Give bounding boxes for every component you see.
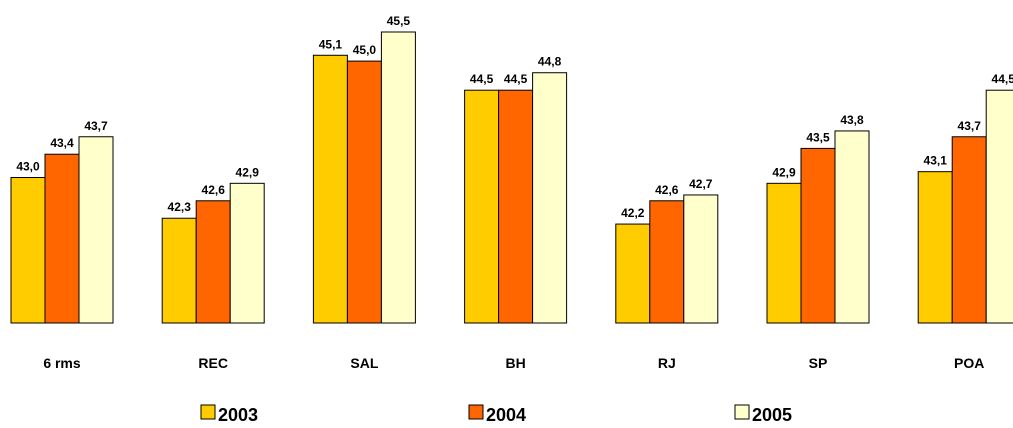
legend-swatch-2005 (734, 404, 750, 420)
legend-label-2005: 2005 (752, 405, 792, 425)
value-label-2005-0: 43,7 (84, 119, 108, 133)
category-label-1: REC (198, 355, 228, 371)
category-label-5: SP (809, 355, 828, 371)
bar-2005-1 (229, 182, 265, 324)
value-label-2004-5: 43,5 (806, 130, 830, 144)
value-label-2003-0: 43,0 (16, 160, 40, 174)
value-label-2005-6: 44,5 (992, 72, 1013, 86)
bar-2005-5 (834, 130, 870, 324)
bar-2004-3 (498, 89, 534, 324)
bar-2004-4 (649, 200, 685, 324)
bar-2003-2 (312, 54, 348, 324)
category-label-2: SAL (350, 355, 378, 371)
legend-label-2003: 2003 (218, 405, 258, 425)
bars-layer (10, 31, 1013, 324)
value-label-2003-3: 44,5 (470, 72, 494, 86)
value-label-2004-6: 43,7 (958, 119, 982, 133)
value-label-2005-1: 42,9 (236, 165, 260, 179)
value-label-2003-6: 43,1 (924, 154, 948, 168)
value-label-2004-0: 43,4 (50, 136, 74, 150)
value-labels-layer: 43,0 43,4 43,7 42,3 42,6 42,9 45,1 45,0 45,5 44,5… (16, 14, 1013, 220)
bar-2005-4 (683, 194, 719, 324)
value-label-2005-2: 45,5 (387, 14, 411, 28)
value-label-2004-1: 42,6 (202, 183, 226, 197)
bar-2004-5 (800, 147, 836, 324)
bar-2004-2 (346, 60, 382, 324)
legend-label-2004: 2004 (486, 405, 526, 425)
category-label-4: RJ (658, 355, 676, 371)
value-label-2003-5: 42,9 (772, 165, 796, 179)
bar-2003-1 (161, 217, 197, 324)
value-label-2004-2: 45,0 (353, 43, 377, 57)
category-label-3: BH (505, 355, 525, 371)
bar-2003-3 (464, 89, 500, 324)
value-label-2004-3: 44,5 (504, 72, 528, 86)
bar-2005-3 (532, 72, 568, 324)
value-label-2003-1: 42,3 (168, 200, 192, 214)
bar-2003-5 (766, 182, 802, 324)
legend-swatch-2003 (200, 404, 216, 420)
value-label-2005-4: 42,7 (689, 177, 713, 191)
bar-2003-6 (917, 171, 953, 324)
category-label-6: POA (954, 355, 984, 371)
value-label-2004-4: 42,6 (655, 183, 679, 197)
bar-2005-6 (985, 89, 1013, 324)
value-label-2003-4: 42,2 (621, 206, 645, 220)
bar-2005-0 (78, 136, 114, 324)
category-label-0: 6 rms (43, 355, 81, 371)
bar-2003-4 (615, 223, 651, 324)
legend: 2003 2004 2005 (200, 404, 792, 425)
legend-swatch-2004 (468, 404, 484, 420)
bar-2004-1 (195, 200, 231, 324)
category-labels-layer: 6 rms REC SAL BH RJ SP POA (43, 355, 984, 371)
bar-2004-0 (44, 153, 80, 324)
bar-2004-6 (951, 136, 987, 324)
bar-2003-0 (10, 177, 46, 324)
bar-2005-2 (380, 31, 416, 324)
value-label-2003-2: 45,1 (319, 37, 343, 51)
value-label-2005-5: 43,8 (840, 113, 864, 127)
value-label-2005-3: 44,8 (538, 55, 562, 69)
